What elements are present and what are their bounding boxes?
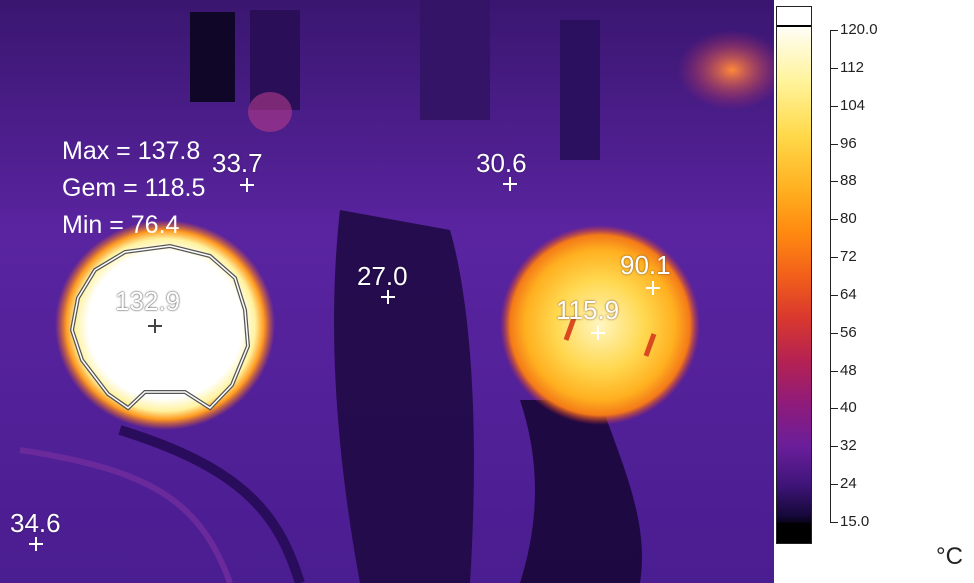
scale-tick-mark bbox=[830, 105, 838, 107]
scale-tick-mark bbox=[830, 257, 838, 259]
scale-tick-label: 96 bbox=[840, 134, 857, 152]
scale-tick-label: 40 bbox=[840, 399, 857, 417]
scale-tick-mark bbox=[830, 294, 838, 296]
spot-marker[interactable] bbox=[148, 319, 162, 333]
scale-bottom-line bbox=[777, 523, 811, 525]
scale-tick-label: 48 bbox=[840, 361, 857, 379]
scale-tick-mark bbox=[830, 408, 838, 410]
scale-tick-mark bbox=[830, 370, 838, 372]
spot-marker[interactable] bbox=[503, 177, 517, 191]
scale-tick-label: 120.0 bbox=[840, 21, 878, 38]
spot-marker[interactable] bbox=[381, 290, 395, 304]
scale-axis-line bbox=[830, 30, 831, 522]
spot-label: 132.9 bbox=[115, 286, 181, 316]
scale-tick-label: 64 bbox=[840, 285, 857, 303]
scale-tick-label: 80 bbox=[840, 210, 857, 228]
scale-tick-mark bbox=[830, 522, 838, 523]
spot-marker[interactable] bbox=[591, 326, 605, 340]
thermal-scene bbox=[0, 0, 774, 583]
scale-tick-mark bbox=[830, 332, 838, 334]
spot-marker[interactable] bbox=[240, 178, 254, 192]
scale-tick-mark bbox=[830, 219, 838, 221]
stat-max: Max = 137.8 bbox=[62, 137, 201, 165]
spot-marker[interactable] bbox=[646, 281, 660, 295]
spot-label: 90.1 bbox=[620, 250, 671, 280]
scale-top-line bbox=[777, 25, 811, 27]
scale-tick-mark bbox=[830, 30, 838, 31]
scale-tick-label: 24 bbox=[840, 475, 857, 493]
scale-tick-label: 112 bbox=[840, 58, 864, 76]
scale-tick-mark bbox=[830, 181, 838, 183]
spot-label: 30.6 bbox=[476, 148, 527, 178]
color-scale-bar bbox=[776, 6, 812, 544]
scale-tick-mark bbox=[830, 446, 838, 448]
scale-tick-label: 56 bbox=[840, 323, 857, 341]
spot-label: 115.9 bbox=[556, 295, 620, 325]
scale-tick-mark bbox=[830, 67, 838, 69]
spot-marker[interactable] bbox=[29, 537, 43, 551]
spot-label: 34.6 bbox=[10, 508, 61, 538]
stat-avg: Gem = 118.5 bbox=[62, 174, 206, 202]
scale-tick-label: 104 bbox=[840, 96, 866, 114]
scale-tick-mark bbox=[830, 484, 838, 486]
scale-tick-label: 32 bbox=[840, 437, 857, 455]
spot-label: 27.0 bbox=[357, 261, 408, 291]
stat-min: Min = 76.4 bbox=[62, 211, 180, 239]
scale-ticks: 120.0 112 104 96 88 80 72 64 56 48 40 32 24 15.0 bbox=[830, 0, 950, 560]
scale-tick-label: 72 bbox=[840, 248, 857, 266]
scale-tick-mark bbox=[830, 143, 838, 145]
thermal-image: Max = 137.8 Gem = 118.5 Min = 76.4 33.7 … bbox=[0, 0, 774, 583]
scale-unit: °C bbox=[936, 543, 963, 570]
scale-tick-label: 15.0 bbox=[840, 513, 870, 530]
spot-label: 33.7 bbox=[212, 148, 263, 178]
scale-tick-label: 88 bbox=[840, 172, 857, 190]
